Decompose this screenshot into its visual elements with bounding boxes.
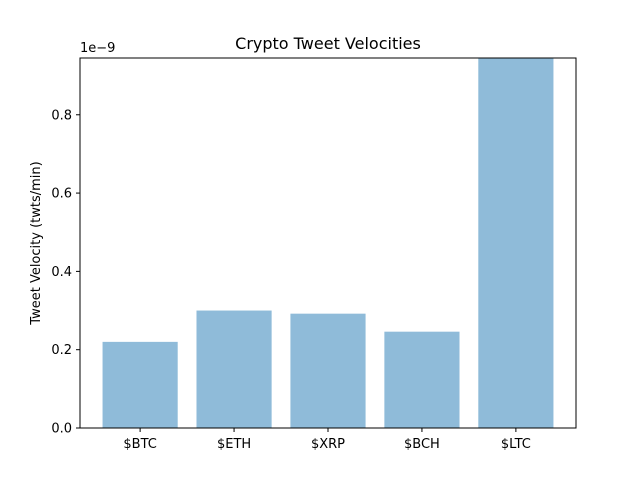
- y-tick-label: 0.4: [51, 265, 72, 280]
- chart-title: Crypto Tweet Velocities: [235, 34, 421, 53]
- bars-layer: [102, 58, 554, 428]
- y-tick-label: 0.0: [51, 422, 72, 437]
- bar-ltc: [478, 58, 554, 428]
- x-tick-label: $LTC: [501, 437, 531, 452]
- x-tick-label: $BCH: [404, 437, 440, 452]
- bar-xrp: [290, 313, 366, 428]
- x-ticks: $BTC $ETH $XRP $BCH $LTC: [123, 428, 531, 452]
- y-tick-label: 0.6: [51, 187, 72, 202]
- y-axis-label: Tweet Velocity (twts/min): [29, 161, 44, 325]
- bar-eth: [196, 310, 272, 428]
- x-tick-label: $ETH: [217, 437, 251, 452]
- bar-bch: [384, 331, 460, 428]
- y-offset-text: 1e−9: [80, 41, 115, 56]
- y-tick-label: 0.2: [51, 343, 72, 358]
- x-tick-label: $XRP: [311, 437, 345, 452]
- y-tick-label: 0.8: [51, 108, 72, 123]
- x-tick-label: $BTC: [123, 437, 156, 452]
- y-ticks: 0.0 0.2 0.4 0.6 0.8: [51, 108, 80, 437]
- bar-btc: [102, 341, 178, 428]
